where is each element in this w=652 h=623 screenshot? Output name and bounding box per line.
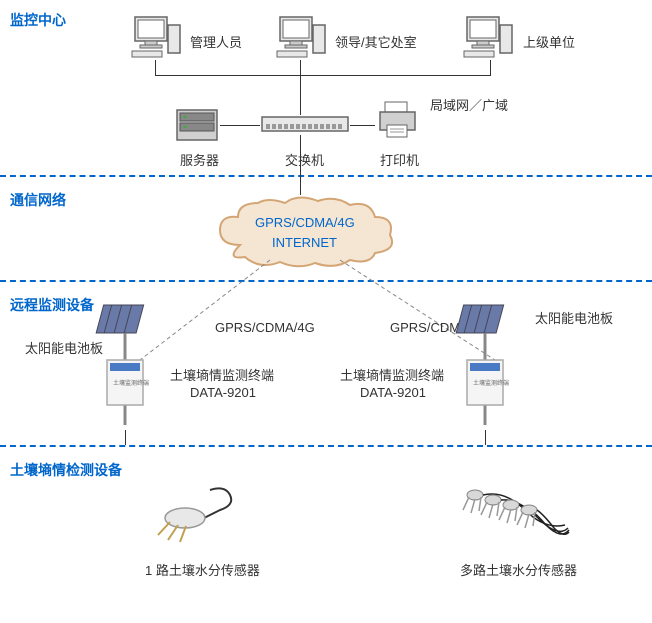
section-comm: 通信网络 [10,190,66,210]
solar-station-icon: 土壤监测终端 [95,300,165,430]
label-solar-right: 太阳能电池板 [535,308,613,327]
server-icon [175,105,220,145]
conn-line [155,60,156,75]
switch-icon [260,115,350,135]
svg-text:土壤监测终端: 土壤监测终端 [473,379,509,387]
section-remote: 远程监测设备 [10,295,94,315]
conn-line [220,125,260,126]
divider-2 [0,280,652,282]
label-terminal-left-2: DATA-9201 [190,385,256,400]
soil-sensor-single-icon [150,480,240,550]
label-solar-left: 太阳能电池板 [25,338,103,357]
label-gprs-left: GPRS/CDMA/4G [215,320,315,335]
solar-station-icon: 土壤监测终端 [455,300,525,430]
svg-text:土壤监测终端: 土壤监测终端 [113,379,149,387]
label-terminal-left-1: 土壤墒情监测终端 [170,365,274,384]
label-lan-wan: 局域网／广域 [430,95,508,114]
cloud-icon [210,195,400,270]
cloud-text2: INTERNET [272,235,337,250]
label-switch: 交换机 [285,150,324,169]
conn-line [300,135,301,195]
conn-line [300,60,301,115]
computer-icon [462,15,517,60]
network-diagram: 监控中心 通信网络 远程监测设备 土壤墒情检测设备 管理人员 领导/其它处室 上… [0,0,652,623]
conn-line [155,75,491,76]
computer-icon [275,15,330,60]
section-soil: 土壤墒情检测设备 [10,460,122,480]
computer-icon [130,15,185,60]
conn-line [490,60,491,75]
label-sensor-multi: 多路土壤水分传感器 [460,560,577,579]
printer-icon [375,100,420,140]
divider-1 [0,175,652,177]
label-leader: 领导/其它处室 [335,32,417,51]
label-sensor-single: 1 路土壤水分传感器 [145,560,260,579]
conn-line [350,125,375,126]
label-terminal-right-1: 土壤墒情监测终端 [340,365,444,384]
label-admin: 管理人员 [190,32,242,51]
soil-sensor-multi-icon [455,475,585,555]
conn-line [125,430,126,445]
label-printer: 打印机 [380,150,419,169]
conn-line [485,430,486,445]
label-server: 服务器 [180,150,219,169]
section-monitoring: 监控中心 [10,10,66,30]
cloud-text1: GPRS/CDMA/4G [255,215,355,230]
label-terminal-right-2: DATA-9201 [360,385,426,400]
label-superior: 上级单位 [523,32,575,51]
divider-3 [0,445,652,447]
